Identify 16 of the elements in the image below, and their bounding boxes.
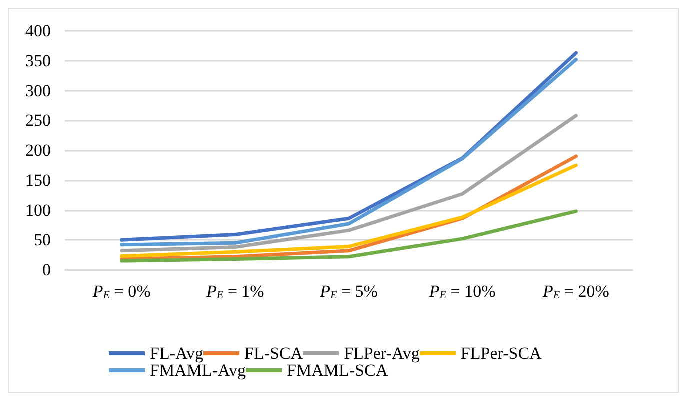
y-tick-label: 0 bbox=[42, 260, 51, 280]
y-tick-label: 150 bbox=[26, 170, 51, 190]
legend-label: FLPer-Avg bbox=[344, 344, 420, 363]
y-tick-label: 350 bbox=[26, 51, 51, 70]
y-tick-label: 250 bbox=[26, 111, 51, 130]
y-tick-label: 300 bbox=[26, 81, 51, 100]
legend-label: FLPer-SCA bbox=[460, 344, 543, 363]
y-tick-label: 400 bbox=[26, 22, 51, 40]
line-series bbox=[120, 114, 578, 253]
y-tick-label: 50 bbox=[34, 230, 51, 250]
legend-label: FMAML-SCA bbox=[287, 361, 389, 380]
legend-label: FL-SCA bbox=[244, 344, 304, 363]
legend-label: FL-Avg bbox=[150, 344, 204, 363]
y-tick-label: 200 bbox=[26, 141, 51, 160]
y-tick-label: 100 bbox=[26, 200, 51, 220]
line-series bbox=[120, 210, 578, 263]
